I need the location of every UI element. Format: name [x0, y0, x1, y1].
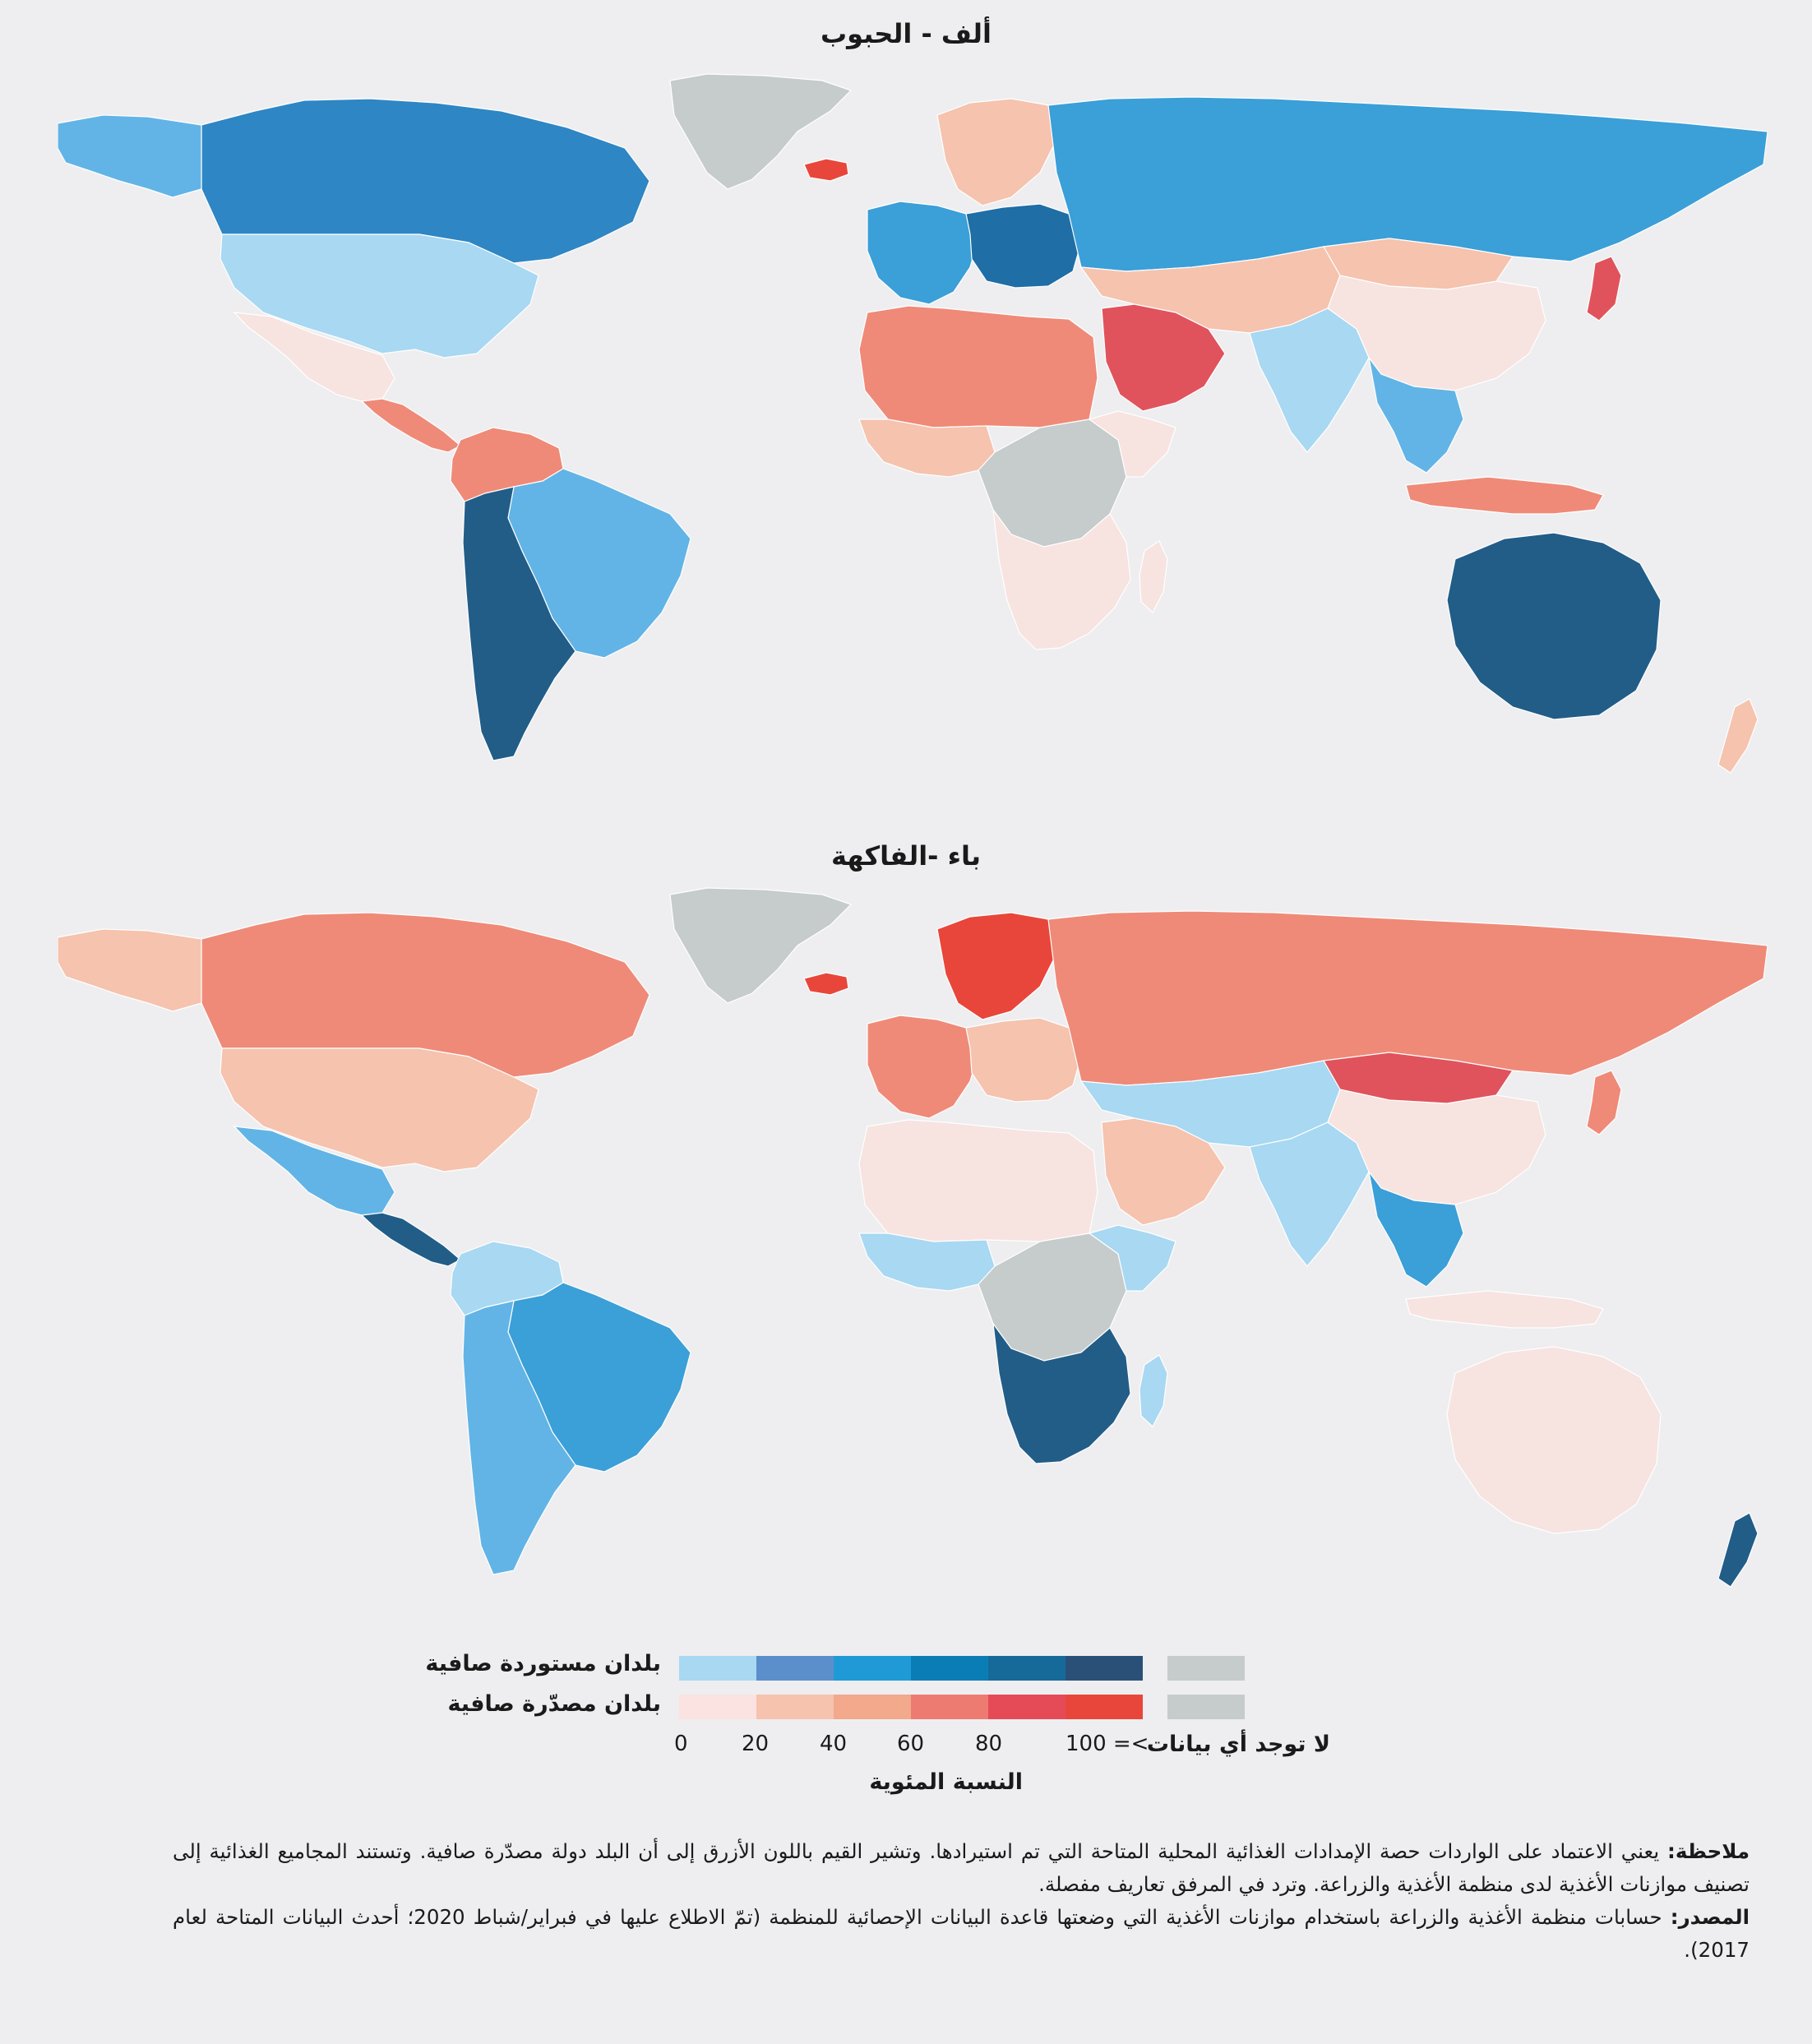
region-eastern-europe	[965, 1017, 1082, 1103]
region-north-africa	[858, 1119, 1098, 1242]
region-greenland	[669, 73, 853, 190]
note-text: يعني الاعتماد على الواردات حصة الإمدادات…	[173, 1839, 1750, 1896]
region-western-europe	[867, 201, 979, 305]
region-indonesia	[1405, 1290, 1604, 1329]
region-new-zealand	[1717, 1512, 1759, 1588]
region-western-europe	[867, 1015, 979, 1119]
legend-export-swatch-1	[756, 1695, 834, 1719]
region-east-africa	[1088, 1224, 1176, 1292]
legend-no-data-swatch-export	[1167, 1695, 1245, 1719]
world-map-cereals	[58, 73, 1768, 774]
legend-tick-80: 80	[975, 1732, 1003, 1756]
region-alaska	[58, 928, 202, 1012]
region-scandinavia	[936, 98, 1057, 206]
note-paragraph: ملاحظة: يعني الاعتماد على الواردات حصة ا…	[173, 1835, 1750, 1901]
legend-export-swatch-5	[1065, 1695, 1143, 1719]
region-new-zealand	[1717, 698, 1759, 774]
region-india	[1249, 1121, 1370, 1267]
region-west-africa	[858, 1232, 996, 1292]
legend-tick-40: 40	[820, 1732, 848, 1756]
region-argentina	[462, 1300, 576, 1575]
legend-tick-0: 0	[674, 1732, 688, 1756]
legend-import-swatch-5	[1065, 1656, 1143, 1681]
world-map-fruits	[58, 887, 1768, 1588]
region-alaska	[58, 114, 202, 198]
region-southern-africa	[992, 1321, 1131, 1464]
note-label: ملاحظة:	[1667, 1839, 1750, 1863]
notes: ملاحظة: يعني الاعتماد على الواردات حصة ا…	[173, 1835, 1750, 1967]
region-scandinavia	[936, 912, 1057, 1020]
region-australia	[1446, 532, 1662, 720]
legend-export-label: بلدان مصدّرة صافية	[447, 1691, 661, 1717]
region-central-america	[360, 398, 462, 453]
region-japan	[1586, 1070, 1622, 1135]
region-central-america	[360, 1212, 462, 1267]
region-southeast-asia	[1368, 1171, 1464, 1288]
region-west-africa	[858, 419, 996, 478]
region-east-africa	[1088, 410, 1176, 478]
region-australia	[1446, 1346, 1662, 1534]
legend-tick-100: 100 =<	[1065, 1732, 1149, 1756]
legend-no-data-swatch-import	[1167, 1656, 1245, 1681]
region-mongolia	[1323, 1052, 1514, 1104]
region-eastern-europe	[965, 203, 1082, 289]
region-indonesia	[1405, 476, 1604, 515]
legend-tick-60: 60	[897, 1732, 925, 1756]
source-paragraph: المصدر: حسابات منظمة الأغذية والزراعة با…	[173, 1901, 1750, 1967]
legend-import-swatch-4	[988, 1656, 1065, 1681]
legend-import-swatch-0	[679, 1656, 756, 1681]
region-argentina	[462, 486, 576, 761]
legend-export-swatch-3	[911, 1695, 988, 1719]
source-text: حسابات منظمة الأغذية والزراعة باستخدام م…	[173, 1905, 1750, 1962]
legend-tick-20: 20	[742, 1732, 770, 1756]
region-southeast-asia	[1368, 357, 1464, 474]
map-title-fruits: باء -الفاكهة	[831, 840, 981, 872]
legend-axis-title: النسبة المئوية	[869, 1769, 1023, 1795]
legend-import-swatch-1	[756, 1656, 834, 1681]
region-madagascar	[1139, 1354, 1168, 1427]
legend-export-swatch-4	[988, 1695, 1065, 1719]
region-japan	[1586, 256, 1622, 321]
legend-import-swatch-2	[834, 1656, 911, 1681]
legend-import-swatch-3	[911, 1656, 988, 1681]
legend-export-swatch-0	[679, 1695, 756, 1719]
region-greenland	[669, 887, 853, 1004]
region-madagascar	[1139, 540, 1168, 613]
legend-export-swatch-2	[834, 1695, 911, 1719]
region-iceland	[803, 158, 849, 182]
map-title-cereals: ألف - الحبوب	[820, 18, 992, 49]
legend-import-label: بلدان مستوردة صافية	[425, 1651, 661, 1676]
region-usa	[220, 234, 539, 358]
region-usa	[220, 1047, 539, 1172]
region-india	[1249, 308, 1370, 453]
source-label: المصدر:	[1670, 1905, 1750, 1929]
region-mongolia	[1323, 238, 1514, 290]
region-iceland	[803, 972, 849, 996]
region-southern-africa	[992, 507, 1131, 650]
legend-no-data-label: لا توجد أي بيانات	[1146, 1732, 1330, 1757]
region-north-africa	[858, 305, 1098, 428]
